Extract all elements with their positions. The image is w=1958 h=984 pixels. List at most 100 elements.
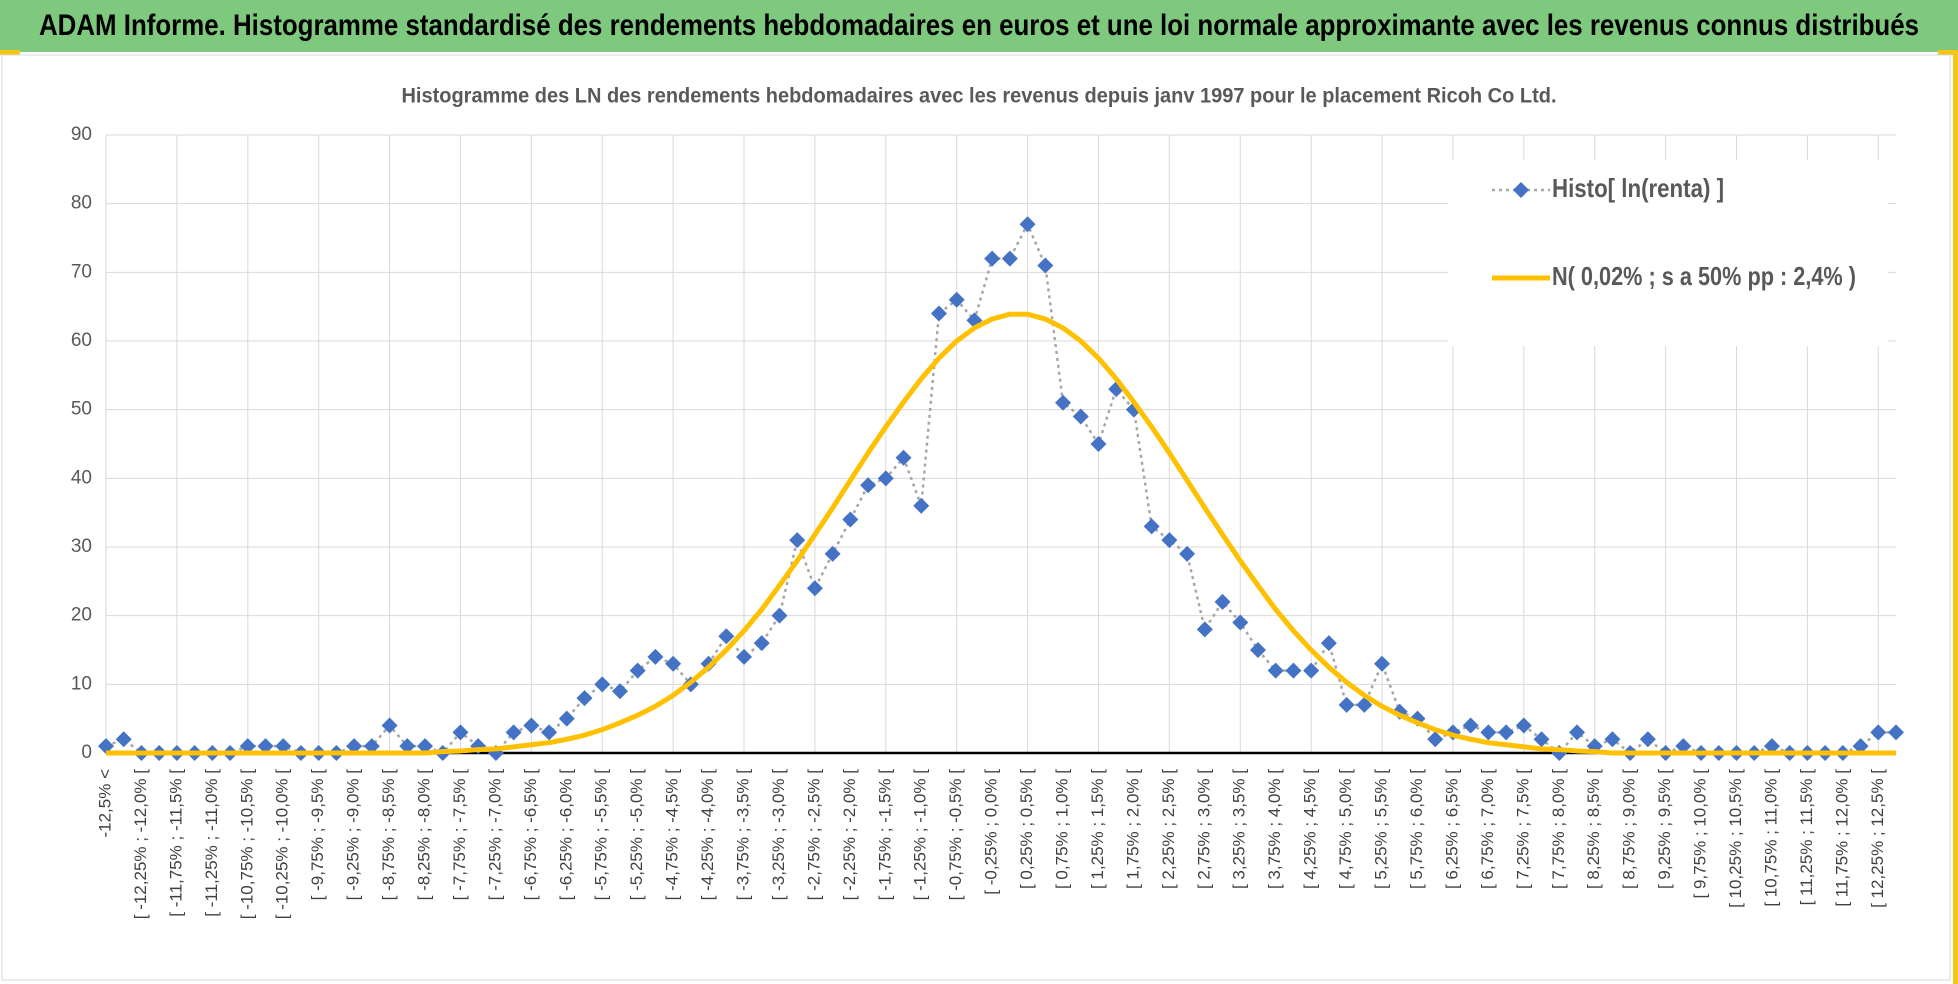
marker <box>930 305 947 322</box>
marker <box>1427 731 1444 748</box>
accent <box>1938 50 1958 55</box>
x-tick-label: [ -11,25% ; -11,0% [ <box>202 769 221 917</box>
x-tick-label: [ 3,25% ; 3,5% [ <box>1230 769 1249 889</box>
y-tick-label: 80 <box>71 193 92 214</box>
x-tick-label: [ -9,75% ; -9,5% [ <box>308 769 327 901</box>
x-tick-label: [ 2,75% ; 3,0% [ <box>1194 769 1213 889</box>
marker <box>1338 696 1355 713</box>
marker <box>363 738 380 755</box>
x-tick-label: [ -10,75% ; -10,5% [ <box>237 769 256 920</box>
marker <box>611 683 628 700</box>
x-tick-label: [ -2,25% ; -2,0% [ <box>840 769 859 901</box>
x-tick-label: [ -12,25% ; -12,0% [ <box>131 769 150 920</box>
x-tick-label: [ -3,25% ; -3,0% [ <box>769 769 788 901</box>
marker <box>1462 717 1479 734</box>
marker <box>1374 655 1391 672</box>
marker <box>1019 216 1036 233</box>
x-tick-label: [ -9,25% ; -9,0% [ <box>344 769 363 901</box>
x-tick-label: [ -6,75% ; -6,5% [ <box>521 769 540 901</box>
marker <box>257 738 274 755</box>
accent <box>1953 55 1958 984</box>
marker <box>948 291 965 308</box>
marker <box>346 738 363 755</box>
x-tick-label: [ 9,25% ; 9,5% [ <box>1655 769 1674 889</box>
marker <box>1320 635 1337 652</box>
y-tick-label: 50 <box>71 399 92 420</box>
x-tick-label: [ 5,25% ; 5,5% [ <box>1372 769 1391 889</box>
marker <box>895 449 912 466</box>
marker <box>1285 662 1302 679</box>
x-tick-label: [ 8,25% ; 8,5% [ <box>1584 769 1603 889</box>
legend-label: N( 0,02% ; s a 50% pp : 2,4% ) <box>1552 261 1856 291</box>
x-tick-label: [ -4,25% ; -4,0% [ <box>698 769 717 901</box>
marker <box>771 607 788 624</box>
marker <box>1143 518 1160 535</box>
marker <box>1090 436 1107 452</box>
y-tick-label: 30 <box>71 536 92 557</box>
marker <box>665 655 682 672</box>
marker <box>1639 731 1656 748</box>
x-tick-label: [ 7,25% ; 7,5% [ <box>1513 769 1532 889</box>
marker <box>718 628 735 645</box>
marker <box>1480 724 1497 741</box>
marker <box>558 710 575 727</box>
x-tick-label: [ 4,25% ; 4,5% [ <box>1301 769 1320 889</box>
marker <box>1214 593 1231 610</box>
x-tick-label: [ 7,75% ; 8,0% [ <box>1549 769 1568 889</box>
marker <box>1267 662 1284 679</box>
marker <box>789 532 806 549</box>
x-tick-label: [ 11,75% ; 12,0% [ <box>1832 769 1851 907</box>
marker <box>1852 738 1869 755</box>
accent <box>0 50 20 55</box>
x-tick-label: [ -7,25% ; -7,0% [ <box>485 769 504 901</box>
marker <box>1515 717 1532 734</box>
x-tick-label: [ -8,25% ; -8,0% [ <box>414 769 433 901</box>
x-tick-label: [ 4,75% ; 5,0% [ <box>1336 769 1355 889</box>
x-tick-label: [ 9,75% ; 10,0% [ <box>1691 769 1710 899</box>
x-tick-label: [ 11,25% ; 11,5% [ <box>1797 769 1816 906</box>
marker <box>984 250 1001 267</box>
x-tick-label: [ -6,25% ; -6,0% [ <box>556 769 575 901</box>
x-tick-label: [ -3,75% ; -3,5% [ <box>734 769 753 901</box>
x-tick-label: [ -5,75% ; -5,5% [ <box>592 769 611 901</box>
y-tick-label: 40 <box>71 467 92 488</box>
x-tick-label: [ -2,75% ; -2,5% [ <box>804 769 823 901</box>
marker <box>1161 532 1178 549</box>
x-tick-label: [ 0,25% ; 0,5% [ <box>1017 769 1036 889</box>
x-tick-label: [ 3,75% ; 4,0% [ <box>1265 769 1284 889</box>
marker <box>1072 408 1089 425</box>
x-tick-label: -12,5% < <box>95 769 114 838</box>
marker <box>1356 696 1373 713</box>
x-tick-label: [ -0,25% ; 0,0% [ <box>982 769 1001 895</box>
x-tick-label: [ -7,75% ; -7,5% [ <box>450 769 469 901</box>
marker <box>594 676 611 693</box>
marker <box>98 738 114 755</box>
y-tick-label: 20 <box>71 605 92 626</box>
marker <box>1037 257 1054 274</box>
y-tick-label: 70 <box>71 261 92 282</box>
chart-title: Histogramme des LN des rendements hebdom… <box>402 85 1557 108</box>
marker <box>1232 614 1249 631</box>
x-tick-label: [ 12,25% ; 12,5% [ <box>1868 769 1887 908</box>
marker <box>806 580 823 597</box>
marker <box>381 717 398 734</box>
y-tick-label: 60 <box>71 330 92 351</box>
x-tick-label: [ 1,25% ; 1,5% [ <box>1088 769 1107 889</box>
marker <box>1763 738 1780 755</box>
marker <box>842 511 859 528</box>
marker <box>1604 731 1621 748</box>
marker <box>541 724 558 741</box>
x-tick-label: [ -0,75% ; -0,5% [ <box>946 769 965 901</box>
marker <box>399 738 416 755</box>
series-line <box>106 311 1896 756</box>
marker <box>1568 724 1585 741</box>
marker <box>576 690 593 707</box>
legend-label: Histo[ ln(renta) ] <box>1552 173 1724 203</box>
marker <box>877 470 894 487</box>
x-tick-label: [ 0,75% ; 1,0% [ <box>1053 769 1072 889</box>
x-tick-label: [ 6,75% ; 7,0% [ <box>1478 769 1497 889</box>
marker <box>1888 724 1904 741</box>
marker <box>647 648 664 665</box>
